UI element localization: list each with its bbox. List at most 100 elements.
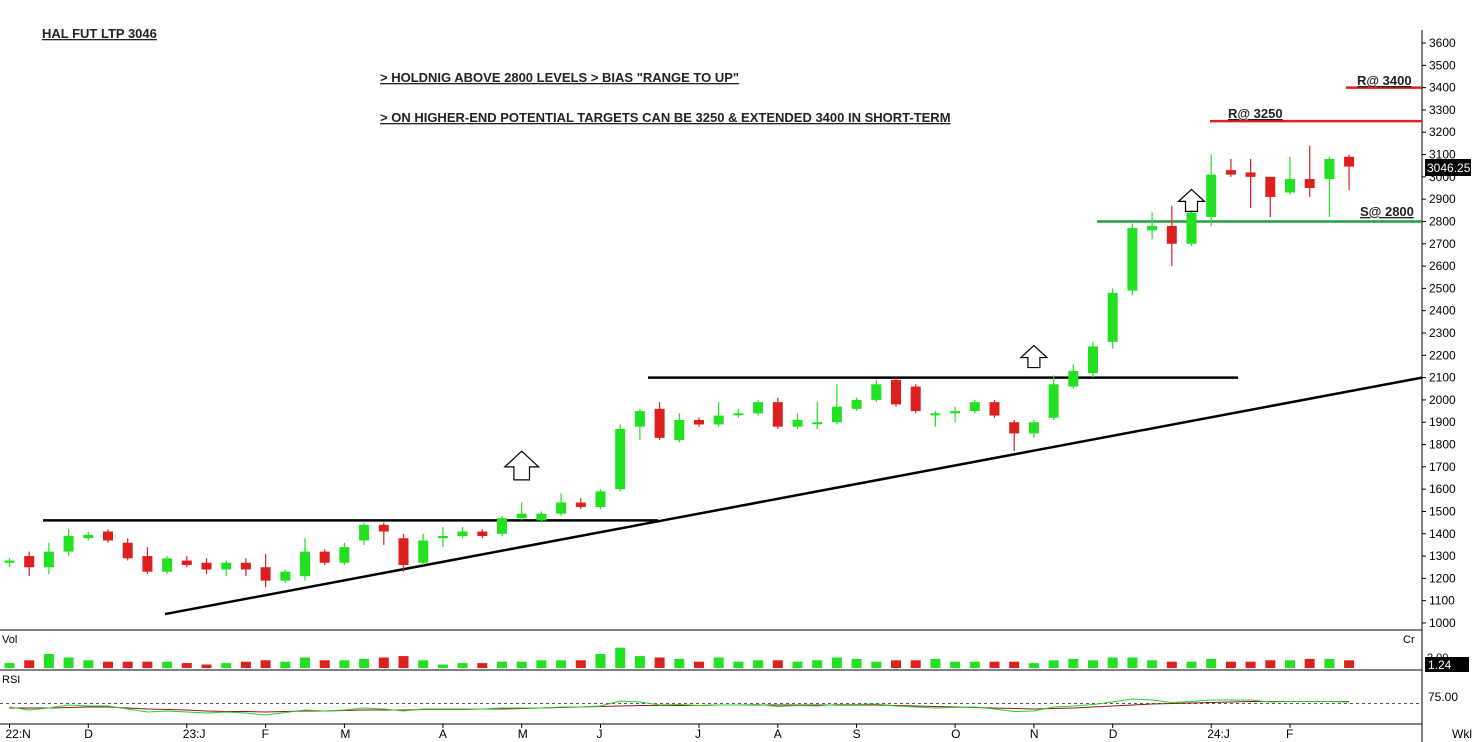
candle-down xyxy=(103,531,113,541)
volume-bar xyxy=(1344,660,1355,668)
y-tick-label: 2200 xyxy=(1429,348,1456,362)
last-price-value: 3046.25 xyxy=(1427,161,1471,175)
y-tick-label: 2400 xyxy=(1429,304,1456,318)
rsi-panel-label: RSI xyxy=(2,674,20,686)
up-arrow-icon xyxy=(1019,344,1049,369)
volume-bar xyxy=(595,654,606,668)
volume-bar xyxy=(497,661,507,668)
x-tick-label: F xyxy=(262,727,269,741)
candle-down xyxy=(1009,422,1020,434)
resistance-3250-label: R@ 3250 xyxy=(1228,106,1283,121)
rsi-tick-label: 75.00 xyxy=(1428,690,1458,704)
volume-bar xyxy=(221,663,232,668)
candle-up xyxy=(280,571,291,581)
candle-up xyxy=(556,502,567,514)
volume-bar xyxy=(831,657,842,668)
candle-down xyxy=(1304,179,1315,188)
volume-bar xyxy=(378,657,389,668)
volume-bar xyxy=(457,663,468,668)
volume-bar xyxy=(556,660,567,668)
up-arrow-icon xyxy=(1176,188,1207,212)
y-tick-label: 1700 xyxy=(1429,460,1456,474)
volume-bars xyxy=(4,647,1355,668)
y-tick-label: 1000 xyxy=(1429,616,1456,630)
volume-bar xyxy=(1068,658,1079,668)
candle-up xyxy=(595,491,606,507)
volume-bar xyxy=(319,660,330,668)
volume-bar xyxy=(477,663,488,668)
candle-up xyxy=(871,384,882,400)
candle-up xyxy=(733,413,744,416)
y-tick-label: 1100 xyxy=(1429,594,1455,608)
candle-up xyxy=(1324,159,1335,180)
candle-down xyxy=(1225,170,1236,175)
volume-bar xyxy=(43,654,54,668)
breakout-arrows xyxy=(503,188,1207,481)
candle-up xyxy=(1206,174,1217,217)
candle-up xyxy=(1028,422,1039,434)
candle-up xyxy=(497,518,507,534)
candle-down xyxy=(201,562,212,570)
candles xyxy=(4,145,1355,588)
y-tick-label: 1400 xyxy=(1429,527,1456,541)
y-tick-label: 2700 xyxy=(1429,237,1456,251)
candle-up xyxy=(63,536,74,552)
volume-bar xyxy=(910,660,921,668)
candle-down xyxy=(1344,156,1355,167)
volume-bar xyxy=(634,656,645,668)
candle-up xyxy=(1147,225,1158,231)
y-tick-label: 3400 xyxy=(1429,81,1456,95)
candle-up xyxy=(4,560,15,563)
volume-bar xyxy=(950,661,961,668)
up-arrow-icon xyxy=(503,450,541,481)
x-tick-label: 22:N xyxy=(6,727,31,741)
volume-bar xyxy=(851,658,862,668)
candle-down xyxy=(575,502,586,507)
volume-bar xyxy=(871,661,882,668)
x-tick-label: 24:J xyxy=(1207,727,1230,741)
volume-bar xyxy=(1245,661,1256,668)
y-tick-label: 3600 xyxy=(1429,36,1456,50)
volume-bar xyxy=(654,657,665,668)
y-tick-label: 1900 xyxy=(1429,415,1456,429)
volume-bar xyxy=(1186,661,1197,668)
candle-down xyxy=(24,556,35,568)
chart-title: HAL FUT LTP 3046 xyxy=(42,26,157,41)
candle-down xyxy=(989,402,1000,416)
y-tick-label: 2500 xyxy=(1429,281,1456,295)
volume-bar xyxy=(1225,661,1236,668)
y-tick-label: 3300 xyxy=(1429,103,1456,117)
rising-trendline xyxy=(164,376,1423,616)
candle-up xyxy=(930,413,941,416)
volume-bar xyxy=(437,664,448,668)
y-tick-label: 1800 xyxy=(1429,438,1456,452)
candle-down xyxy=(260,567,271,581)
volume-bar xyxy=(4,663,15,668)
candle-up xyxy=(1127,228,1138,291)
volume-unit-label: Cr xyxy=(1403,634,1415,646)
x-tick-label: N xyxy=(1030,727,1039,741)
rsi-lines xyxy=(0,698,1422,716)
candle-down xyxy=(772,402,783,427)
volume-bar xyxy=(772,660,783,668)
volume-bar xyxy=(1285,660,1295,668)
candle-up xyxy=(43,551,54,568)
volume-bar xyxy=(63,657,74,668)
volume-bar xyxy=(1265,660,1276,668)
volume-bar xyxy=(359,658,370,668)
candle-up xyxy=(1048,384,1059,418)
candle-down xyxy=(142,556,153,572)
candle-down xyxy=(122,542,133,559)
level-lines xyxy=(43,86,1423,616)
volume-bar xyxy=(792,661,803,668)
candle-up xyxy=(1088,346,1098,374)
y-tick-label: 2300 xyxy=(1429,326,1456,340)
volume-bar xyxy=(989,661,1000,668)
volume-bar xyxy=(575,660,586,668)
candle-up xyxy=(950,411,961,414)
volume-bar xyxy=(260,660,271,668)
volume-bar xyxy=(1206,658,1217,668)
candle-up xyxy=(300,551,310,577)
volume-bar xyxy=(1107,657,1118,668)
support-2800-label: S@ 2800 xyxy=(1360,204,1414,219)
